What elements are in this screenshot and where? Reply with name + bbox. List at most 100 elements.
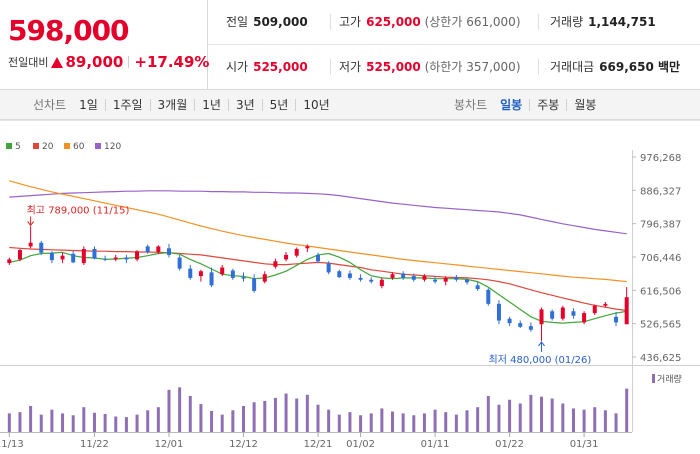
volume-bar — [199, 404, 202, 432]
candle — [295, 248, 299, 258]
candle — [61, 253, 65, 263]
volume-bar — [391, 412, 394, 432]
volume-bar — [508, 400, 511, 432]
candle-body — [263, 274, 267, 281]
change-label: 전일대비 — [8, 54, 48, 70]
prev-value: 509,000 — [253, 15, 308, 29]
volume-bar — [157, 407, 160, 432]
tab-weekly[interactable]: 주봉 — [529, 99, 566, 111]
open-value: 525,000 — [253, 60, 308, 74]
candle — [625, 287, 629, 324]
candle — [476, 282, 480, 291]
volume-bar — [210, 411, 213, 432]
volume-bar — [434, 410, 437, 432]
price-change: 전일대비 89,000 +17.49% — [8, 53, 209, 71]
candle-body — [50, 253, 54, 260]
candle-body — [241, 277, 245, 278]
legend: 5 20 60 120 — [6, 142, 121, 152]
candle — [124, 255, 128, 263]
tab-1w[interactable]: 1주일 — [105, 99, 150, 111]
tab-3y[interactable]: 3년 — [228, 99, 262, 111]
candle — [82, 246, 86, 265]
candle-body — [92, 249, 96, 259]
tab-1y[interactable]: 1년 — [194, 99, 228, 111]
low-label: 저가 — [339, 60, 361, 74]
candle-body — [582, 313, 586, 322]
candle — [273, 259, 277, 269]
price-box: 598,000 전일대비 89,000 +17.49% — [0, 0, 208, 89]
candle — [571, 308, 575, 318]
volume-bar — [82, 407, 85, 432]
tab-daily[interactable]: 일봉 — [493, 99, 529, 111]
low-value: 525,000 — [366, 60, 421, 74]
volume-bar — [625, 389, 628, 432]
candle-body — [593, 306, 597, 313]
candle-body — [231, 271, 235, 278]
candle-body — [316, 255, 320, 261]
legend-swatch-ma5 — [6, 143, 12, 149]
volume-bar — [497, 405, 500, 432]
volume-bar — [114, 417, 117, 433]
current-price: 598,000 — [8, 14, 129, 47]
prev-close: 전일 509,000 — [226, 0, 308, 44]
volume-bar — [540, 397, 543, 432]
line-chart-tabs: 선차트 1일 1주일 3개월 1년 3년 5년 10년 — [33, 90, 337, 119]
candle — [284, 252, 288, 261]
volume-bar — [221, 415, 224, 432]
candle-body — [412, 276, 416, 280]
volume-bar — [231, 410, 234, 432]
candle-body — [497, 304, 501, 321]
y-axis: 976,268886,327796,387706,446616,506526,5… — [632, 153, 681, 364]
tab-10y[interactable]: 10년 — [295, 99, 336, 111]
volume-bar — [561, 403, 564, 432]
volume-bar — [61, 413, 64, 432]
tab-3m[interactable]: 3개월 — [150, 99, 195, 111]
candle — [359, 274, 363, 281]
tab-1d[interactable]: 1일 — [72, 99, 105, 111]
tab-5y[interactable]: 5년 — [262, 99, 296, 111]
candle — [103, 256, 107, 262]
candle-body — [252, 279, 256, 291]
candle — [7, 258, 11, 265]
candle-body — [284, 255, 288, 259]
volume-bars — [8, 387, 628, 432]
candle-body — [540, 309, 544, 324]
candle — [135, 250, 139, 261]
candle-body — [465, 280, 469, 283]
candle-body — [401, 273, 405, 277]
candle-body — [380, 280, 384, 286]
high-value: 625,000 — [366, 15, 421, 29]
candle — [508, 317, 512, 326]
y-tick-label: 796,387 — [640, 220, 681, 231]
candle-body — [476, 285, 480, 289]
candle-body — [295, 249, 299, 256]
legend-ma120: 120 — [104, 142, 121, 152]
candle-chart-tabs: 봉차트 일봉 주봉 월봉 — [454, 90, 603, 119]
divider — [330, 59, 331, 75]
open-label: 시가 — [226, 60, 248, 74]
candle-body — [444, 278, 448, 282]
volume-bar — [125, 417, 128, 432]
y-tick-label: 436,625 — [640, 353, 681, 364]
candle-body — [550, 311, 554, 318]
candle-body — [82, 249, 86, 263]
x-tick-label: 01/11 — [421, 439, 450, 450]
upper-limit: (상한가 661,000) — [425, 15, 521, 29]
volume-bar — [423, 413, 426, 432]
tab-monthly[interactable]: 월봉 — [566, 99, 603, 111]
candle — [518, 321, 522, 328]
x-axis: 11/13 11/22 12/01 12/12 12/21 01/02 01/11 01/22… — [0, 432, 599, 450]
candle-body — [369, 280, 373, 282]
candle — [337, 270, 341, 278]
volume-bar — [189, 396, 192, 432]
moving-averages — [9, 181, 626, 323]
volume-legend-swatch — [652, 374, 655, 383]
candle — [486, 288, 490, 305]
candle — [540, 308, 544, 341]
candle-body — [486, 290, 490, 304]
candle — [497, 300, 501, 324]
candle-body — [561, 308, 565, 319]
volume-bar — [29, 406, 32, 432]
candle-body — [199, 271, 203, 276]
y-tick-label: 706,446 — [640, 253, 681, 264]
